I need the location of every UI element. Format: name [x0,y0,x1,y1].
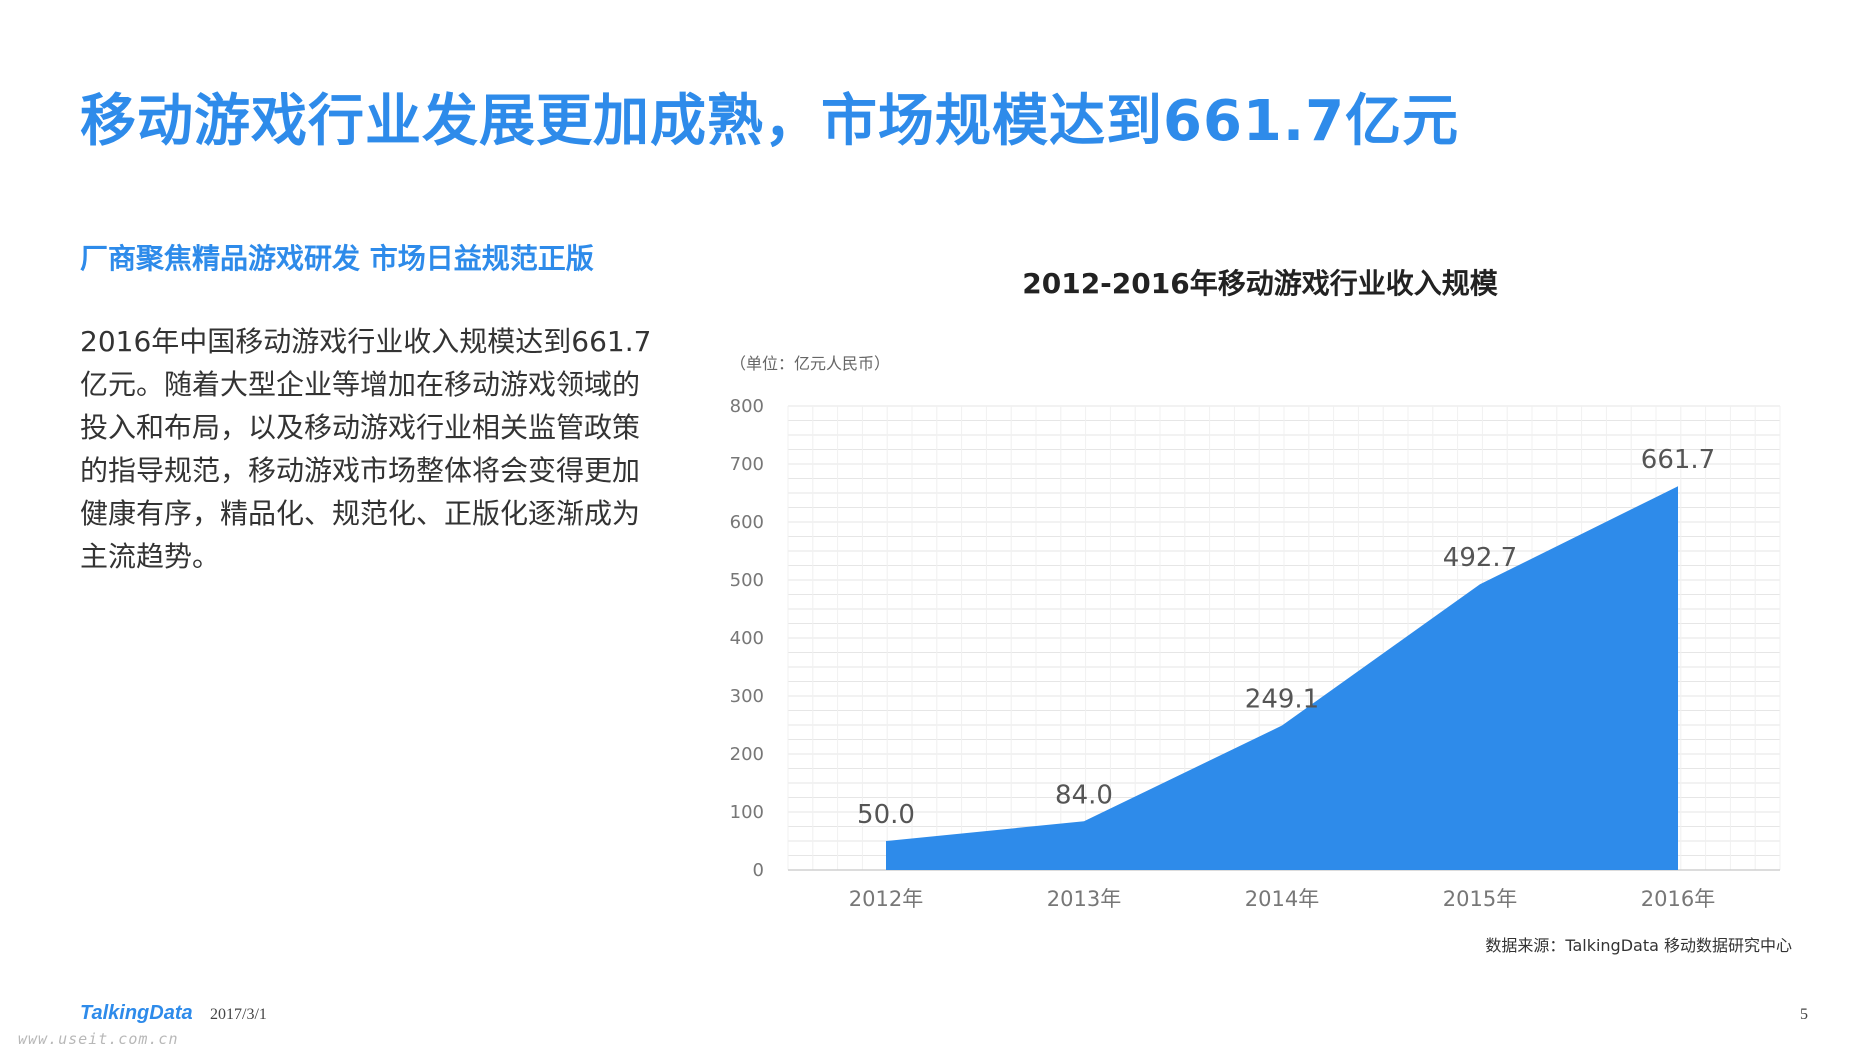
x-tick-label: 2012年 [849,887,923,911]
x-axis-ticks: 2012年 2013年 2014年 2015年 2016年 [849,887,1715,911]
x-tick-label: 2013年 [1047,887,1121,911]
footer-date: 2017/3/1 [210,1006,267,1023]
data-label: 84.0 [1055,780,1113,810]
y-tick-label: 200 [730,744,764,765]
section-subtitle: 厂商聚焦精品游戏研发 市场日益规范正版 [80,242,594,275]
page-title: 移动游戏行业发展更加成熟，市场规模达到661.7亿元 [80,89,1460,154]
y-tick-label: 600 [730,512,764,533]
data-label: 492.7 [1443,543,1517,573]
data-label: 661.7 [1641,445,1715,475]
y-tick-label: 800 [730,396,764,417]
data-label: 50.0 [857,800,915,830]
y-tick-label: 0 [753,860,764,881]
x-tick-label: 2016年 [1641,887,1715,911]
page-number: 5 [1800,1006,1808,1023]
data-label: 249.1 [1245,685,1319,715]
x-tick-label: 2015年 [1443,887,1517,911]
y-axis-ticks: 0 100 200 300 400 500 600 700 800 [730,396,764,881]
y-tick-label: 700 [730,454,764,475]
x-tick-label: 2014年 [1245,887,1319,911]
y-tick-label: 300 [730,686,764,707]
y-tick-label: 100 [730,802,764,823]
chart-title: 2012-2016年移动游戏行业收入规模 [1022,267,1498,300]
area-series-revenue [886,486,1678,870]
y-tick-label: 400 [730,628,764,649]
y-tick-label: 500 [730,570,764,591]
watermark: www.useit.com.cn [18,1030,179,1048]
chart-grid [787,405,1781,871]
data-source: 数据来源：TalkingData 移动数据研究中心 [1485,936,1792,955]
data-labels: 50.0 84.0 249.1 492.7 661.7 [857,445,1715,830]
chart-area-series [885,486,1679,870]
talkingdata-logo: TalkingData [80,1002,193,1024]
body-paragraph: 2016年中国移动游戏行业收入规模达到661.7亿元。随着大型企业等增加在移动游… [80,325,652,573]
chart-unit-label: （单位：亿元人民币） [730,354,891,373]
